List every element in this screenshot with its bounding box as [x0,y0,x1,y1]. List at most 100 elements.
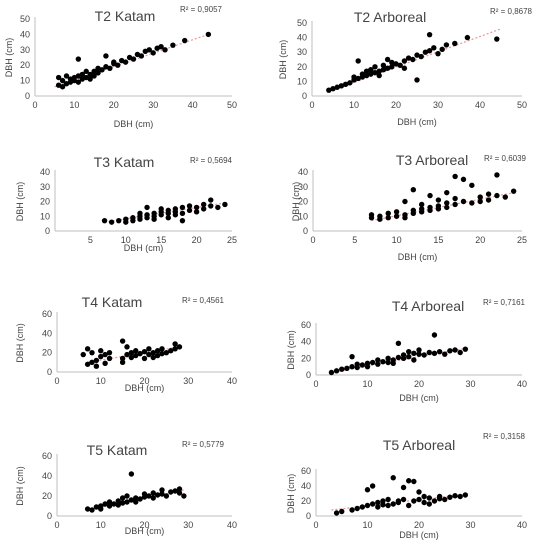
data-point [168,489,174,495]
data-point [133,495,139,501]
data-point [141,355,148,362]
data-point [111,501,117,507]
data-point [150,349,156,356]
data-point [400,496,407,503]
chart-title: T3 Arboreal [396,152,468,168]
data-point [390,501,396,507]
data-point [431,350,438,357]
data-point [452,347,458,353]
data-point [384,56,391,63]
data-point [393,61,399,67]
x-tick-label: 10 [392,235,402,245]
r-squared-label: R² = 0,4561 [182,296,225,305]
data-point [385,359,391,366]
y-tick-label: 10 [298,211,308,221]
scatter-panel-5: 0 10 20 30 40 0 20 40 60 T4 Katam R² = 0,4561 DBH (… [15,294,237,393]
data-point [477,194,483,200]
data-point [380,502,386,508]
data-point [128,354,135,361]
y-tick-label: 10 [20,76,30,86]
data-point [151,216,157,222]
data-point [380,62,387,69]
data-point [359,71,366,77]
x-tick-label: 15 [156,235,166,245]
x-tick-label: 25 [227,235,237,245]
data-point [389,64,395,70]
x-tick-label: 30 [183,376,193,386]
data-point [406,502,412,509]
data-point [411,350,417,357]
data-point [414,52,420,58]
data-point [179,204,186,211]
chart-title: T2 Arboreal [354,9,426,25]
data-point [355,75,361,82]
data-point [333,368,340,374]
data-point [98,348,104,354]
data-point [364,502,371,509]
data-point [165,207,171,214]
data-point [84,361,91,367]
x-axis-label: DBH (cm) [125,526,165,536]
data-point [447,348,453,354]
data-point [130,217,136,224]
data-point [342,81,349,88]
data-point [89,507,95,513]
data-point [359,362,366,368]
data-point [128,349,135,356]
data-point [80,351,86,358]
x-tick-label: 10 [362,520,372,530]
data-point [154,352,161,359]
data-point [128,471,135,477]
data-point [452,201,458,208]
data-point [393,213,400,219]
data-point [141,349,148,355]
data-point [375,499,381,506]
data-point [200,206,207,212]
data-point [137,350,143,357]
data-point [354,505,360,512]
data-point [400,484,407,491]
data-point [426,495,432,501]
data-point [98,353,104,360]
data-point [385,210,391,216]
y-tick-label: 20 [42,348,52,358]
data-point [162,47,168,53]
data-point [390,475,396,481]
trendline [331,493,466,511]
data-point [186,207,193,214]
data-point [98,506,104,512]
trendline [104,202,226,223]
y-tick-label: 0 [306,511,311,521]
x-tick-label: 5 [352,235,357,245]
data-point [435,197,442,203]
data-point [395,340,402,347]
x-tick-label: 40 [227,376,237,386]
y-axis-label: DBH (cm) [286,330,296,370]
data-point [137,210,143,216]
data-point [426,31,433,38]
data-point [369,359,376,366]
data-point [107,65,113,71]
x-axis-label: DBH (cm) [397,117,437,127]
data-point [372,69,378,76]
r-squared-label: R² = 0,5694 [190,156,233,165]
data-point [375,361,381,367]
scatter-panel-3: 5 10 15 20 25 0 10 20 30 40 T3 Katam R² = 0,5694 DBH… [15,154,237,253]
data-point [119,338,126,344]
x-tick-label: 10 [96,520,106,530]
data-point [485,197,492,203]
data-point [75,56,82,62]
scatter-panel-6: 0 10 20 30 40 0 20 40 60 T4 Arboreal R² = 0,7161 DB… [286,298,527,403]
data-point [99,67,105,73]
data-point [146,346,152,352]
data-point [150,490,156,496]
data-point [222,201,228,208]
data-point [422,49,429,55]
data-point [63,73,70,79]
y-tick-label: 60 [42,309,52,319]
data-point [122,59,129,65]
data-point [159,346,165,352]
data-point [144,204,150,211]
data-point [181,493,187,499]
data-point [431,45,437,51]
